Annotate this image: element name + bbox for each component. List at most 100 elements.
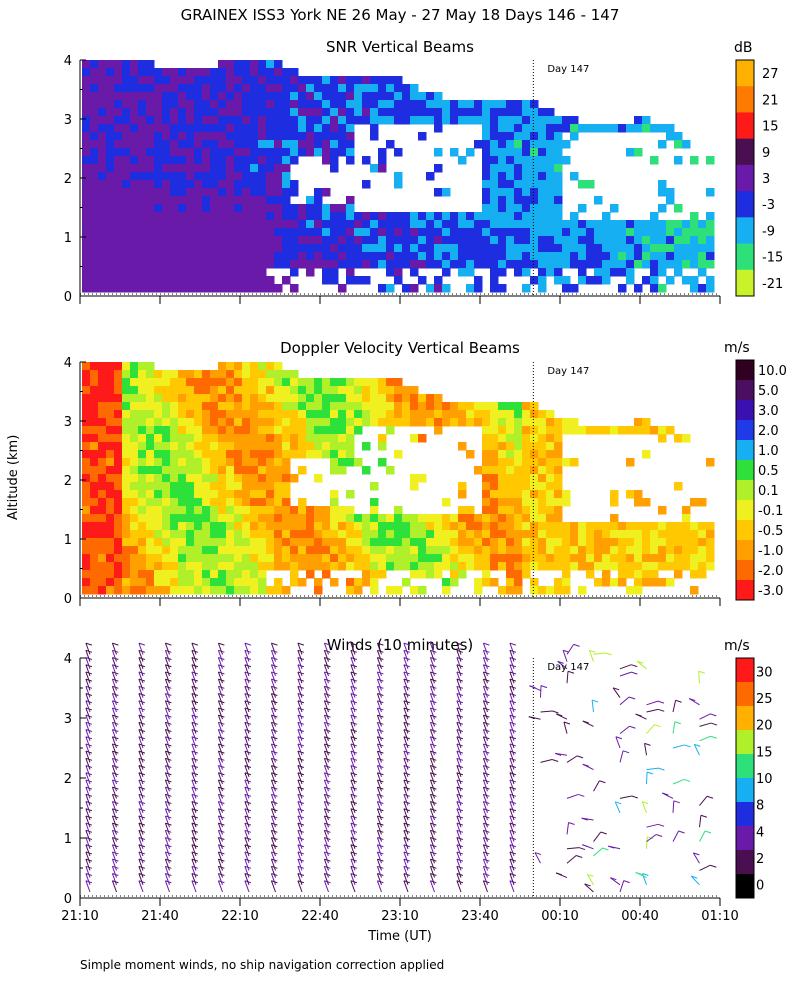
- snr-cell: [266, 180, 275, 189]
- dop-cell: [154, 530, 163, 539]
- snr-cell: [258, 100, 267, 109]
- snr-cell: [570, 172, 579, 181]
- snr-cell: [194, 212, 203, 221]
- snr-cell: [282, 68, 291, 77]
- dop-cell: [530, 482, 539, 491]
- wind-barb: [164, 858, 170, 871]
- dop-cell: [538, 458, 547, 467]
- wind-barb: [482, 866, 488, 878]
- dop-cell: [346, 506, 355, 515]
- dop-cell: [178, 578, 187, 587]
- wind-barb: [376, 686, 382, 698]
- dop-cell: [210, 498, 219, 507]
- snr-cell: [354, 212, 363, 221]
- dop-cell: [130, 490, 139, 499]
- snr-cell: [234, 284, 243, 293]
- dop-cell: [282, 442, 291, 451]
- snr-cell: [170, 156, 179, 165]
- snr-cell: [218, 156, 227, 165]
- snr-cell: [266, 140, 275, 149]
- snr-cell: [154, 204, 163, 213]
- dop-cell: [194, 490, 203, 499]
- dop-cell: [282, 490, 291, 499]
- dop-cell: [154, 586, 163, 595]
- colorbar-label: 9: [762, 146, 770, 161]
- snr-cell: [690, 284, 699, 293]
- snr-cell: [250, 196, 259, 205]
- dop-cell: [394, 522, 403, 531]
- snr-cell: [170, 268, 179, 277]
- snr-cell: [90, 180, 99, 189]
- snr-cell: [250, 204, 259, 213]
- x-tick-label: 00:40: [621, 909, 658, 924]
- dop-cell: [82, 546, 91, 555]
- snr-cell: [298, 76, 307, 85]
- dop-cell: [410, 538, 419, 547]
- snr-cell: [106, 284, 115, 293]
- snr-cell: [210, 180, 219, 189]
- snr-cell: [138, 188, 147, 197]
- snr-cell: [138, 156, 147, 165]
- dop-cell: [114, 562, 123, 571]
- wind-barb: [138, 808, 144, 821]
- dop-cell: [338, 522, 347, 531]
- dop-cell: [138, 466, 147, 475]
- snr-cell: [698, 252, 707, 261]
- wind-barb-feather: [710, 722, 718, 726]
- snr-cell: [634, 236, 643, 245]
- wind-barb: [191, 822, 197, 835]
- wind-barb: [403, 758, 409, 770]
- wind-barb: [376, 729, 382, 741]
- dop-cell: [82, 578, 91, 587]
- snr-cell: [266, 100, 275, 109]
- snr-cell: [82, 68, 91, 77]
- snr-cell: [90, 164, 99, 173]
- snr-cell: [186, 100, 195, 109]
- dop-cell: [306, 530, 315, 539]
- snr-cell: [98, 228, 107, 237]
- snr-cell: [578, 260, 587, 269]
- snr-cell: [706, 284, 715, 293]
- dop-cell: [554, 458, 563, 467]
- snr-cell: [266, 260, 275, 269]
- wind-barb: [164, 794, 170, 806]
- dop-cell: [490, 490, 499, 499]
- snr-cell: [178, 220, 187, 229]
- dop-cell: [306, 386, 315, 395]
- dop-cell: [226, 370, 235, 379]
- wind-barb: [323, 765, 329, 777]
- dop-cell: [490, 482, 499, 491]
- dop-cell: [658, 426, 667, 435]
- wind-barb: [323, 786, 329, 799]
- dop-cell: [122, 434, 131, 443]
- wind-barb: [350, 671, 356, 684]
- dop-cell: [346, 514, 355, 523]
- dop-cell: [434, 514, 443, 523]
- snr-cell: [282, 252, 291, 261]
- wind-barb: [138, 700, 144, 713]
- snr-cell: [418, 100, 427, 109]
- dop-cell: [298, 434, 307, 443]
- snr-cell: [226, 188, 235, 197]
- snr-cell: [322, 268, 331, 277]
- dop-cell: [546, 450, 555, 459]
- dop-cell: [266, 418, 275, 427]
- snr-cell: [242, 228, 251, 237]
- snr-cell: [242, 116, 251, 125]
- dop-cell: [170, 578, 179, 587]
- dop-cell: [338, 514, 347, 523]
- dop-cell: [138, 586, 147, 595]
- wind-barb: [482, 743, 488, 756]
- snr-cell: [458, 220, 467, 229]
- snr-cell: [146, 260, 155, 269]
- dop-cell: [82, 386, 91, 395]
- dop-cell: [498, 482, 507, 491]
- snr-cell: [234, 212, 243, 221]
- dop-cell: [362, 546, 371, 555]
- snr-cell: [506, 220, 515, 229]
- dop-cell: [426, 554, 435, 563]
- snr-cell: [322, 76, 331, 85]
- dop-cell: [418, 570, 427, 579]
- dop-cell: [642, 426, 651, 435]
- dop-cell: [370, 402, 379, 411]
